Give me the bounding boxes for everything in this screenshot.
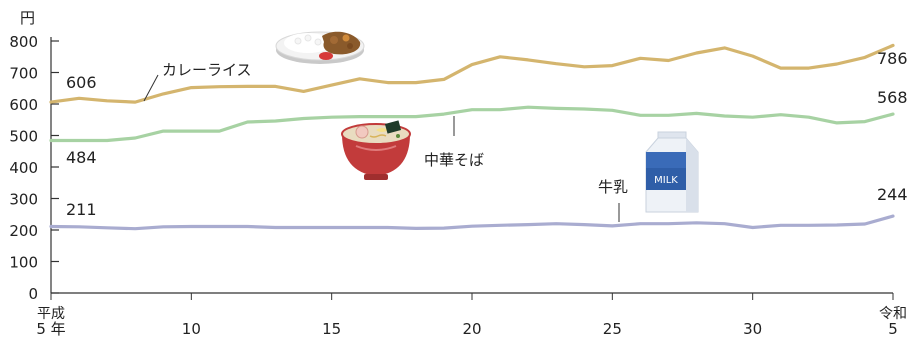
x-tick-label: 5 年: [36, 320, 65, 338]
series-name-milk: 牛乳: [598, 178, 628, 196]
ramen-bowl-icon: [341, 120, 411, 180]
ramen-start-label: 484: [66, 148, 97, 167]
y-tick-label: 100: [9, 254, 38, 272]
series-name-leaders: [143, 74, 620, 222]
y-tick-label: 600: [9, 96, 38, 114]
ramen-end-label: 568: [877, 88, 908, 107]
y-tick-label: 200: [9, 222, 38, 240]
x-tick-label: 15: [322, 320, 341, 338]
y-tick-label: 400: [9, 159, 38, 177]
y-tick-label: 0: [28, 285, 38, 303]
curry-start-label: 606: [66, 73, 97, 92]
leader-curry: [143, 74, 159, 102]
x-axis: 平成5 年 10 15 20 25 30 令和5: [36, 292, 907, 338]
y-axis: 0 100 200 300 400 500 600 700 800: [9, 33, 59, 303]
series-line-ramen: [49, 105, 895, 143]
milk-carton-text: MILK: [654, 175, 678, 186]
y-tick-label: 300: [9, 191, 38, 209]
x-tick-label-era: 令和: [879, 306, 907, 322]
series-line-curry: [49, 43, 895, 104]
series-lines: [49, 43, 895, 231]
y-tick-label: 700: [9, 65, 38, 83]
curry-end-label: 786: [877, 49, 908, 68]
milk-end-label: 244: [877, 185, 908, 204]
curry-rice-icon: [275, 31, 365, 64]
x-tick-label-era: 平成: [37, 306, 65, 322]
series-name-ramen: 中華そば: [424, 151, 484, 169]
x-tick-label: 5: [888, 320, 898, 338]
x-tick-label: 25: [603, 320, 622, 338]
y-tick-label: 800: [9, 33, 38, 51]
x-tick-label: 10: [182, 320, 201, 338]
milk-carton-icon: MILK: [645, 131, 699, 213]
y-axis-unit: 円: [20, 9, 35, 27]
x-tick-label: 30: [743, 320, 762, 338]
y-tick-label: 500: [9, 128, 38, 146]
series-name-curry: カレーライス: [162, 61, 252, 79]
milk-start-label: 211: [66, 200, 97, 219]
series-line-milk: [49, 214, 895, 231]
x-tick-label: 20: [462, 320, 481, 338]
